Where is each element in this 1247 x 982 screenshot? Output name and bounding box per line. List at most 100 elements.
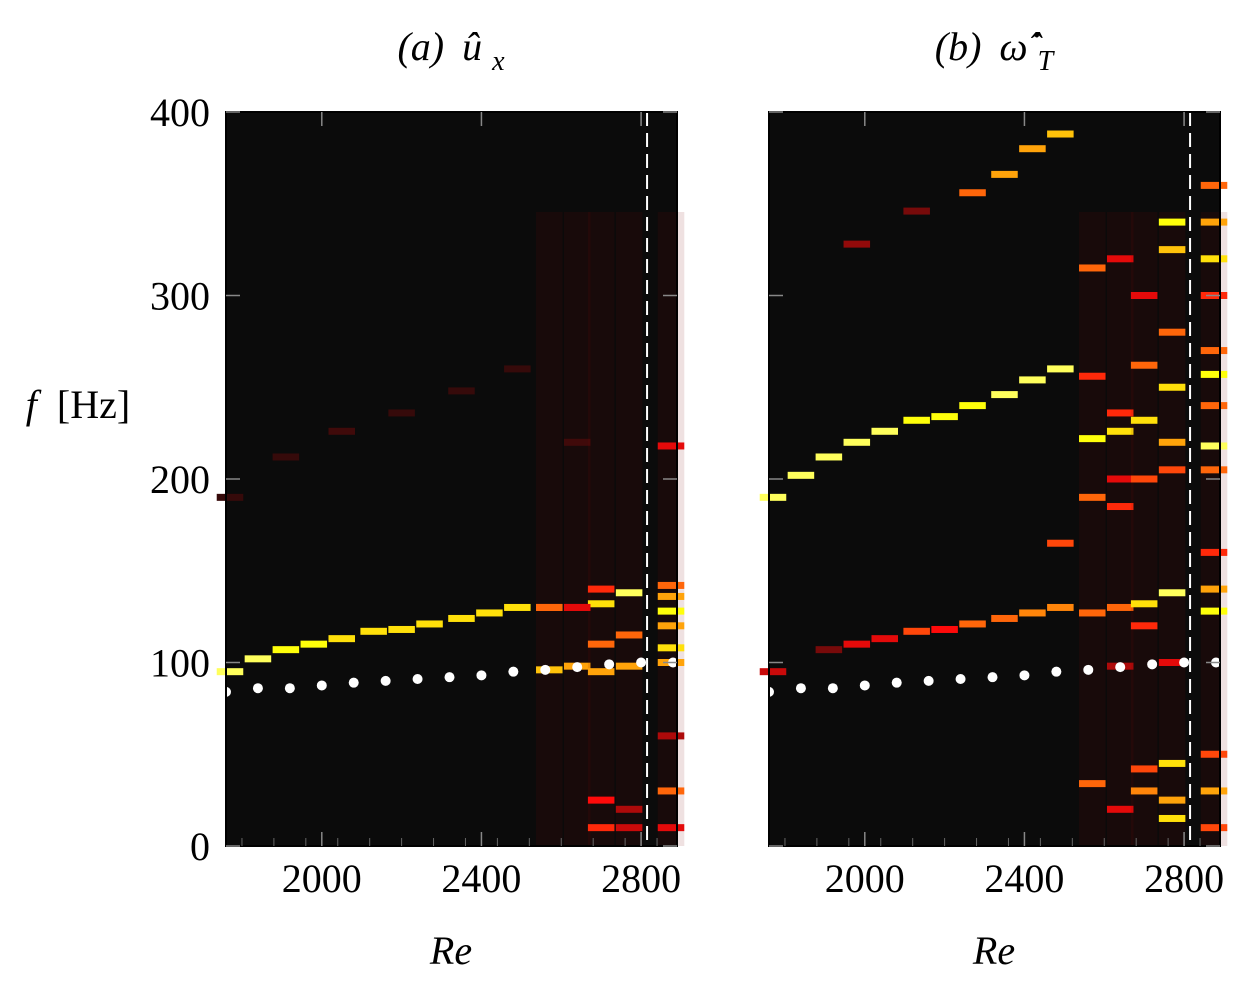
panel-b-broadband-haze xyxy=(1079,212,1106,846)
panel-b-third-harmonic-cell xyxy=(959,189,986,197)
panel-b-third-harmonic-cell xyxy=(1019,145,1046,153)
panel-a-broadband-cell xyxy=(657,442,685,450)
panel-a-y-tick-label: 400 xyxy=(150,90,210,135)
panel-a-dominant-frequency-cell xyxy=(476,609,503,617)
panel-b-broadband-cell xyxy=(1106,475,1134,483)
panel-b-harmonic-frequency-cell xyxy=(1047,365,1074,373)
panel-b-title-symbol: ω̂̇ xyxy=(999,24,1042,69)
panel-a-broadband-cell xyxy=(615,824,643,832)
panel-b-x-tick-label: 2400 xyxy=(984,856,1064,901)
panel-b-broadband-cell xyxy=(1200,750,1228,758)
panel-b-broadband-cell xyxy=(1200,824,1228,832)
panel-b-broadband-cell xyxy=(1106,805,1134,813)
panel-b-harmonic-frequency-cell xyxy=(931,413,958,421)
panel-b-fundamental-frequency-cell xyxy=(991,614,1018,622)
y-axis-label-unit: [Hz] xyxy=(57,382,130,427)
panel-b-broadband-cell xyxy=(1158,246,1186,254)
panel-b-marker-point xyxy=(1051,666,1062,677)
panel-a-broadband-cell xyxy=(615,631,643,639)
panel-a-broadband-cell xyxy=(587,600,615,608)
panel-b-third-harmonic-cell xyxy=(1047,130,1074,138)
panel-b-x-axis-label: Re xyxy=(972,928,1015,973)
panel-b-broadband-cell xyxy=(1200,787,1228,795)
panel-a-y-tick-label: 0 xyxy=(190,824,210,869)
panel-b-marker-point xyxy=(891,677,902,688)
panel-b-fundamental-frequency-cell xyxy=(931,625,958,633)
panel-b-harmonic-frequency-cell xyxy=(903,416,930,424)
panel-b-fundamental-frequency-cell xyxy=(1019,609,1046,617)
panel-a-broadband-cell xyxy=(563,438,591,446)
panel-a-harmonic-frequency-cell xyxy=(504,365,531,373)
panel-a-broadband-haze xyxy=(587,212,615,846)
panel-a-plot-area: 2000 2400 2800 0 100 200 300 400 xyxy=(150,90,685,901)
panel-a-broadband-cell xyxy=(587,796,615,804)
panel-b-harmonic-frequency-cell xyxy=(1019,376,1046,384)
panel-b-harmonic-frequency-cell xyxy=(991,391,1018,399)
panel-b-marker-point xyxy=(987,672,998,683)
panel-a-marker-point xyxy=(380,675,391,686)
panel-b-harmonic-frequency-cell xyxy=(787,471,815,479)
panel-b-broadband-haze xyxy=(1200,212,1228,846)
panel-a-marker-point xyxy=(284,683,295,694)
panel-b-broadband-cell xyxy=(1200,402,1228,410)
panel-b-title-subscript: T xyxy=(1038,46,1056,77)
panel-b-spectrogram: (b) ω̂̇ T 2000 2400 2800 xyxy=(759,24,1228,901)
panel-b-broadband-cell xyxy=(1158,466,1186,474)
panel-a-broadband-cell xyxy=(615,805,643,813)
panel-a-marker-point xyxy=(252,683,263,694)
panel-b-third-harmonic-cell xyxy=(903,207,930,215)
panel-a-broadband-cell xyxy=(657,607,685,615)
panel-b-broadband-cell xyxy=(1158,814,1186,822)
panel-a-harmonic-frequency-cell xyxy=(388,409,415,417)
panel-b-marker-point xyxy=(1115,662,1126,673)
panel-b-plot-area: 2000 2400 2800 xyxy=(759,111,1228,901)
y-axis-label-symbol: f xyxy=(26,382,42,427)
panel-b-broadband-cell xyxy=(1079,493,1106,501)
panel-b-broadband-cell xyxy=(1106,255,1134,263)
panel-b-broadband-cell xyxy=(1158,383,1186,391)
panel-b-broadband-cell xyxy=(1200,548,1228,556)
panel-a-broadband-cell xyxy=(657,622,685,630)
panel-b-broadband-cell xyxy=(1079,609,1106,617)
panel-b-harmonic-frequency-cell xyxy=(843,438,871,446)
panel-a-marker-point xyxy=(604,659,615,670)
panel-b-broadband-cell xyxy=(1079,435,1106,443)
panel-a-dominant-frequency-cell xyxy=(388,625,415,633)
panel-a-title: (a) û x xyxy=(397,24,505,77)
panel-a-dominant-frequency-cell xyxy=(216,668,244,676)
panel-a-title-tag: (a) xyxy=(397,24,444,69)
panel-a-broadband-cell xyxy=(615,662,643,670)
panel-b-marker-point xyxy=(1179,657,1190,668)
panel-a-marker-point xyxy=(412,674,423,685)
panel-b-fundamental-frequency-cell xyxy=(1047,603,1074,611)
panel-b-third-harmonic-cell xyxy=(1047,539,1074,547)
panel-a-broadband-cell xyxy=(657,581,685,589)
panel-a-dominant-frequency-cell xyxy=(563,603,591,611)
panel-a-marker-point xyxy=(572,662,583,673)
panel-b-broadband-cell xyxy=(1158,328,1186,336)
panel-b-broadband-cell xyxy=(1130,416,1158,424)
panel-b-broadband-cell xyxy=(1158,589,1186,597)
panel-a-broadband-cell xyxy=(657,787,685,795)
panel-b-third-harmonic-cell xyxy=(991,170,1018,178)
panel-b-broadband-cell xyxy=(1158,218,1186,226)
panel-a-broadband-haze xyxy=(657,212,685,846)
panel-b-broadband-cell xyxy=(1158,796,1186,804)
panel-a-broadband-cell xyxy=(657,732,685,740)
panel-a-broadband-cell xyxy=(587,824,615,832)
panel-a-marker-point xyxy=(636,657,647,668)
panel-b-title: (b) ω̂̇ T xyxy=(935,24,1056,77)
panel-a-y-tick-label: 100 xyxy=(150,641,210,686)
panel-b-broadband-cell xyxy=(1130,787,1158,795)
panel-a-broadband-cell xyxy=(587,668,615,676)
panel-a-y-tick-label: 200 xyxy=(150,457,210,502)
panel-b-third-harmonic-cell xyxy=(843,240,871,248)
panel-b-marker-point xyxy=(923,675,934,686)
panel-a-dominant-frequency-cell xyxy=(300,640,328,648)
panel-a-title-subscript: x xyxy=(491,46,505,77)
panel-b-broadband-cell xyxy=(1130,600,1158,608)
panel-b-broadband-cell xyxy=(1130,622,1158,630)
panel-b-fundamental-frequency-cell xyxy=(871,635,899,643)
panel-b-x-tick-label: 2000 xyxy=(825,856,905,901)
panel-a-broadband-haze xyxy=(563,212,591,846)
